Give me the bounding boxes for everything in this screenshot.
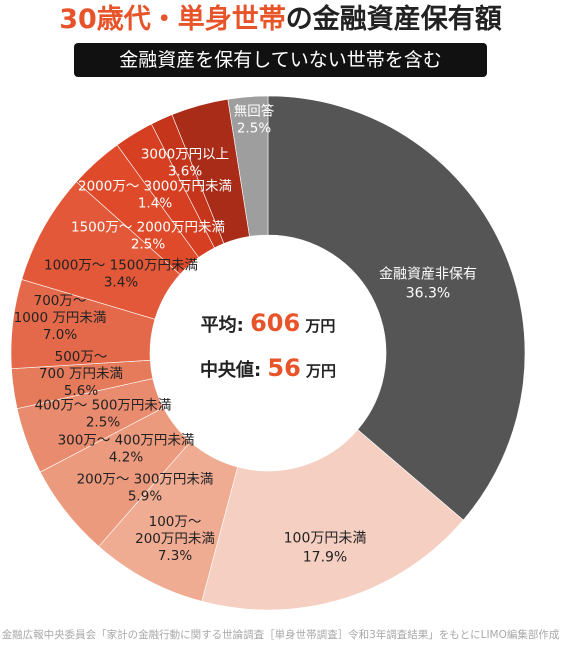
chart-title: 30歳代・単身世帯の金融資産保有額	[0, 2, 561, 38]
slice-label-12: 3000万円以上 3.6%	[141, 147, 229, 180]
median-value: 56	[267, 354, 300, 382]
average-separator: :	[237, 315, 250, 336]
slice-value: 3.6%	[168, 164, 202, 180]
slice-value: 2.5%	[237, 121, 271, 137]
slice-category: 400万〜 500万円未満	[35, 398, 172, 414]
slice-value: 17.9%	[303, 550, 347, 566]
slice-label-4: 200万〜 300万円未満 5.9%	[77, 472, 214, 505]
median-unit: 万円	[301, 362, 336, 380]
slice-category: 1500万〜 2000万円未満	[71, 220, 225, 236]
slice-value: 3.4%	[104, 275, 138, 291]
slice-category: 300万〜 400万円未満	[58, 433, 195, 449]
title-accent: 30歳代・単身世帯	[59, 4, 286, 35]
slice-category: 200万〜 300万円未満	[77, 472, 214, 488]
labels-group: 金融資産非保有 36.3% 100万円未満 17.9% 100万〜 200万円未満 7.3%…	[14, 103, 477, 566]
slice-label-7: 500万〜 700 万円未満 5.6%	[39, 349, 123, 399]
slice-value: 7.0%	[43, 327, 77, 343]
slice-label-3: 100万〜 200万円未満 7.3%	[135, 514, 215, 564]
slice-1	[267, 95, 526, 521]
slice-category: 無回答	[234, 103, 275, 120]
slice-value: 5.9%	[128, 489, 162, 505]
slices-group	[10, 95, 526, 611]
slice-category: 1000 万円未満	[14, 310, 107, 326]
slice-category: 700万〜	[34, 293, 87, 309]
slice-value: 7.3%	[158, 548, 192, 564]
slice-label-11: 2000万〜 3000万円未満 1.4%	[78, 179, 232, 212]
slice-label-6: 400万〜 500万円未満 2.5%	[35, 398, 172, 431]
slice-category: 200万円未満	[135, 531, 215, 547]
average-line: 平均: 606 万円	[201, 309, 336, 337]
median-separator: :	[254, 360, 267, 381]
average-value: 606	[250, 309, 300, 337]
slice-value: 4.2%	[109, 450, 143, 466]
slice-value: 1.4%	[138, 196, 172, 212]
slice-value: 2.5%	[131, 237, 165, 253]
title-rest: の金融資産保有額	[285, 4, 502, 35]
median-label: 中央値	[200, 359, 254, 381]
slice-value: 5.6%	[64, 383, 98, 399]
slice-category: 100万円未満	[284, 531, 367, 547]
slice-label-1: 金融資産非保有 36.3%	[379, 267, 477, 302]
slice-label-8: 700万〜 1000 万円未満 7.0%	[14, 293, 107, 343]
slice-label-5: 300万〜 400万円未満 4.2%	[58, 433, 195, 466]
slice-category: 500万〜	[55, 349, 108, 365]
slice-category: 100万〜	[149, 514, 202, 530]
slice-value: 36.3%	[406, 286, 450, 302]
source-note: 金融広報中央委員会「家計の金融行動に関する世論調査［単身世帯調査］令和3年調査結…	[1, 629, 560, 641]
slice-label-13: 無回答 2.5%	[234, 103, 275, 137]
slice-13	[227, 95, 269, 237]
slice-value: 2.5%	[86, 415, 120, 431]
slice-2	[201, 429, 464, 611]
median-line: 中央値: 56 万円	[200, 354, 336, 382]
average-label: 平均	[201, 314, 237, 336]
slice-category: 1000万〜 1500万円未満	[44, 258, 198, 274]
average-unit: 万円	[300, 317, 335, 335]
slice-category: 3000万円以上	[141, 147, 229, 163]
subtitle-badge: 金融資産を保有していない世帯を含む	[74, 43, 487, 77]
slice-label-10: 1500万〜 2000万円未満 2.5%	[71, 220, 225, 253]
slice-category: 2000万〜 3000万円未満	[78, 179, 232, 195]
slice-label-9: 1000万〜 1500万円未満 3.4%	[44, 258, 198, 291]
slice-category: 金融資産非保有	[379, 267, 477, 283]
slice-category: 700 万円未満	[39, 366, 123, 382]
slice-label-2: 100万円未満 17.9%	[284, 531, 367, 566]
